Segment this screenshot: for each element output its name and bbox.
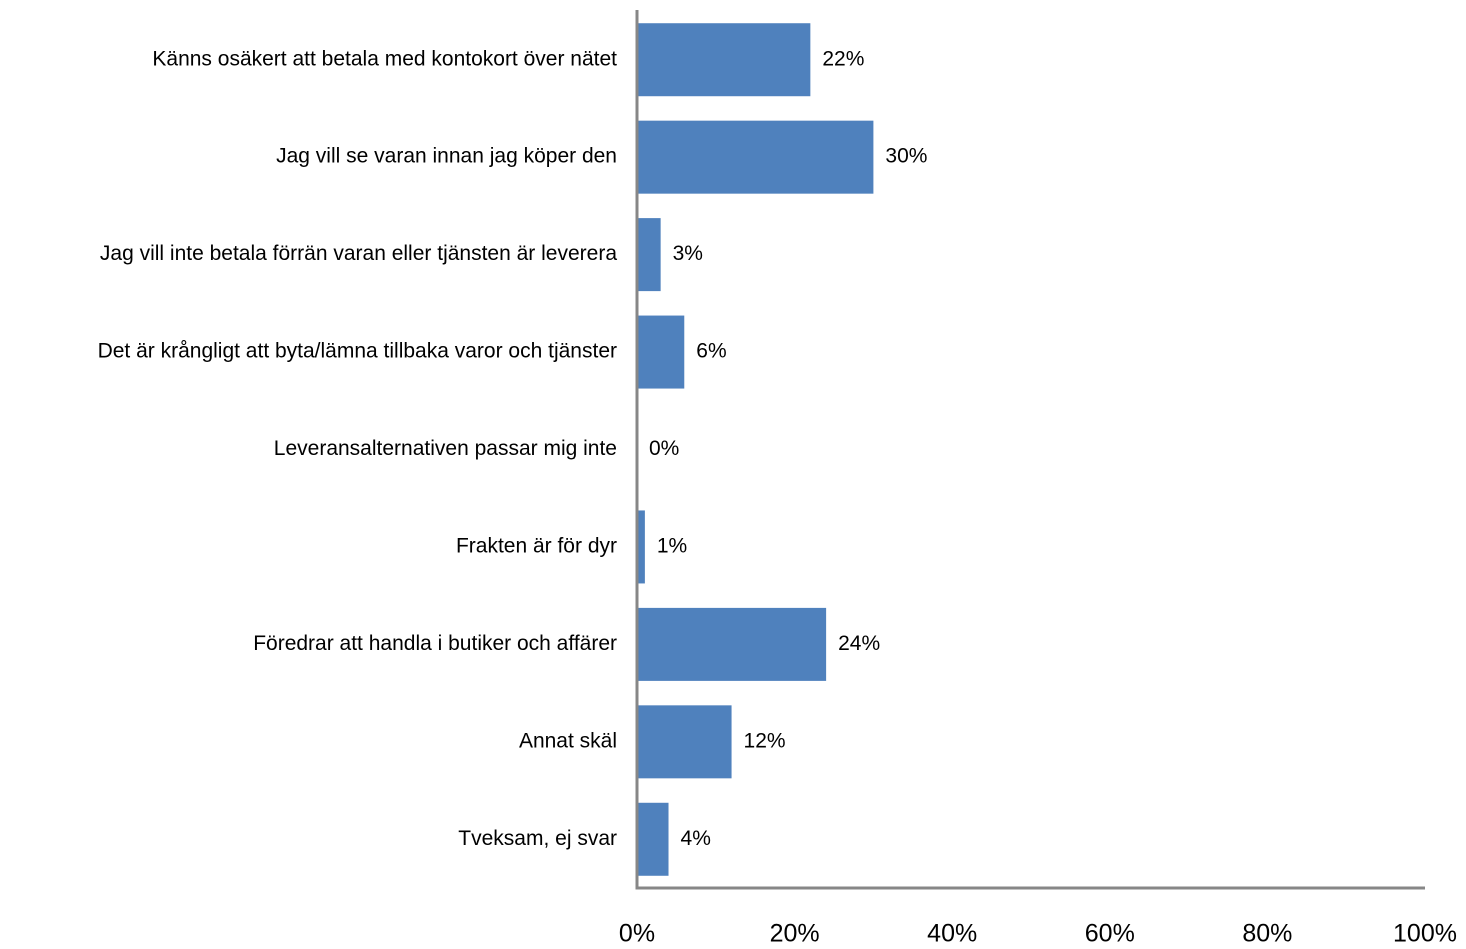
y-tick-label: Jag vill inte betala förrän varan eller … bbox=[100, 242, 617, 265]
bar bbox=[637, 23, 811, 97]
bar bbox=[637, 607, 827, 681]
data-label: 6% bbox=[696, 340, 726, 363]
data-label: 4% bbox=[681, 827, 711, 850]
x-tick-label: 40% bbox=[927, 920, 977, 948]
data-label: 1% bbox=[657, 534, 687, 557]
data-label: 0% bbox=[649, 437, 679, 460]
data-label: 24% bbox=[838, 632, 880, 655]
data-label: 3% bbox=[673, 242, 703, 265]
y-tick-label: Leveransalternativen passar mig inte bbox=[274, 437, 617, 460]
data-label: 12% bbox=[744, 729, 786, 752]
data-label: 22% bbox=[822, 47, 864, 70]
x-tick-label: 0% bbox=[619, 920, 655, 948]
y-tick-label: Tveksam, ej svar bbox=[458, 827, 617, 850]
bar bbox=[637, 802, 669, 876]
y-tick-label: Jag vill se varan innan jag köper den bbox=[276, 145, 617, 168]
bar bbox=[637, 315, 685, 389]
x-tick-label: 100% bbox=[1393, 920, 1457, 948]
y-tick-label: Känns osäkert att betala med kontokort ö… bbox=[152, 47, 617, 70]
x-tick-label: 80% bbox=[1242, 920, 1292, 948]
bar bbox=[637, 510, 645, 584]
y-tick-label: Föredrar att handla i butiker och affäre… bbox=[253, 632, 617, 655]
y-tick-label: Frakten är för dyr bbox=[456, 534, 617, 557]
x-tick-label: 20% bbox=[770, 920, 820, 948]
y-tick-label: Det är krångligt att byta/lämna tillbaka… bbox=[98, 340, 617, 363]
bar bbox=[637, 705, 732, 779]
data-label: 30% bbox=[885, 145, 927, 168]
x-tick-label: 60% bbox=[1085, 920, 1135, 948]
y-tick-label: Annat skäl bbox=[519, 729, 617, 752]
bar bbox=[637, 120, 874, 194]
bar bbox=[637, 218, 661, 292]
